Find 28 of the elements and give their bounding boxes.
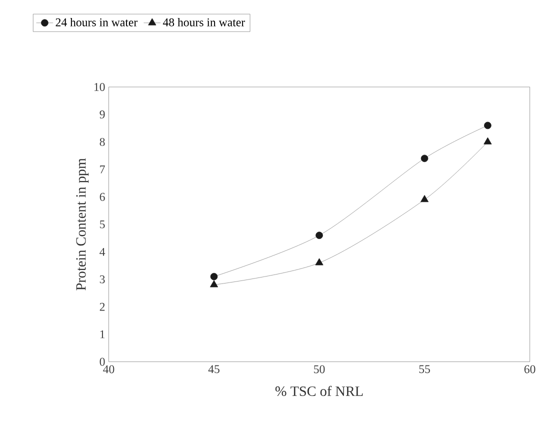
y-tick-label: 9 <box>100 110 105 119</box>
y-tick-label: 8 <box>100 138 105 146</box>
y-tick-label: 4 <box>100 248 106 256</box>
point <box>484 122 492 130</box>
point <box>210 273 218 280</box>
legend-label: 48 hours in water <box>162 18 245 26</box>
x-tick-label: 55 <box>419 365 430 374</box>
y-tick-label: 2 <box>100 302 105 311</box>
point <box>315 258 324 266</box>
x-axis-title: % TSC of NRL <box>275 386 363 396</box>
point <box>420 154 428 162</box>
y-tick-label: 5 <box>100 220 105 228</box>
x-tick-label: 45 <box>208 365 220 374</box>
x-tick-label: 40 <box>103 365 114 374</box>
y-tick-label: 1 <box>100 330 105 338</box>
y-tick-label: 7 <box>100 166 105 174</box>
point <box>210 280 218 288</box>
y-tick-label: 6 <box>100 193 105 201</box>
y-axis-title: Protein Content in ppm <box>76 158 89 290</box>
y-tick-label: 3 <box>100 275 105 284</box>
point <box>484 137 492 144</box>
y-tick-label: 10 <box>94 83 105 92</box>
x-tick-label: 60 <box>524 365 536 374</box>
point <box>316 232 323 240</box>
y-tick-label: 0 <box>100 358 105 366</box>
x-tick-label: 50 <box>314 365 325 374</box>
legend-label: 24 hours in water <box>56 18 138 26</box>
point <box>420 195 429 202</box>
